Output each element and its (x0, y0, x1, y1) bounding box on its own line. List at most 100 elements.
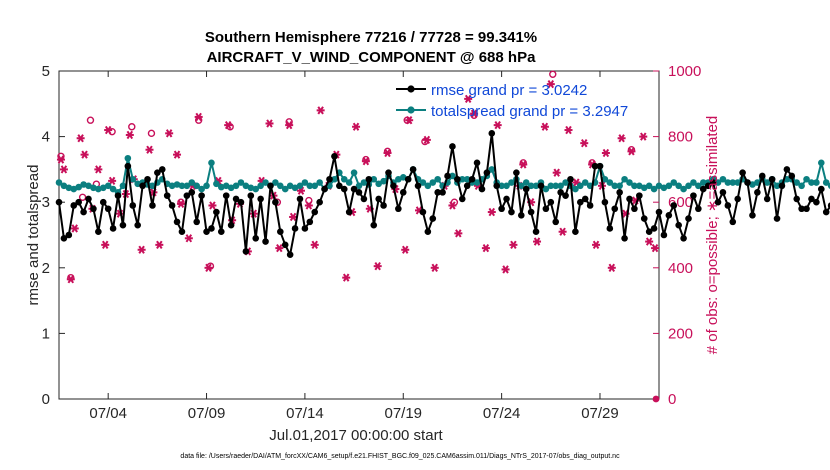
totalspread-point (542, 185, 550, 193)
rmse-point (645, 228, 653, 236)
y-axis-left-label: rmse and totalspread (25, 165, 42, 306)
rmse-point (758, 172, 766, 180)
obs-assimilated-marker (176, 199, 185, 208)
rmse-point (109, 225, 117, 232)
left-tick-label: 5 (42, 63, 50, 80)
left-tick-label: 0 (42, 391, 50, 408)
rmse-point (149, 202, 156, 209)
totalspread-point (685, 182, 692, 190)
totalspread-point (149, 182, 156, 190)
left-tick-label: 2 (42, 260, 50, 277)
totalspread-point (577, 182, 584, 190)
rmse-point (640, 215, 648, 222)
totalspread-point (473, 179, 481, 186)
rmse-point (208, 225, 215, 232)
totalspread-point (498, 182, 505, 190)
rmse-point (203, 228, 210, 236)
data-file-footer: data file: /Users/raeder/DAI/ATM_forcXX/… (180, 453, 620, 460)
obs-assimilated-marker (519, 160, 528, 169)
obs-assimilated-marker (101, 240, 110, 249)
rmse-point (793, 195, 801, 203)
rmse-point (454, 175, 461, 183)
obs-assimilated-marker (607, 263, 616, 272)
rmse-point (803, 205, 810, 213)
x-tick-label: 07/04 (89, 405, 127, 422)
rmse-point (631, 205, 638, 213)
rmse-point (375, 195, 382, 203)
rmse-point (331, 152, 338, 160)
rmse-point (704, 182, 712, 190)
rmse-point (749, 212, 756, 219)
legend-spread-marker (407, 106, 415, 114)
rmse-point (596, 162, 604, 170)
totalspread-point (793, 179, 801, 186)
rmse-point (163, 192, 171, 199)
obs-assimilated-marker (592, 240, 601, 249)
rmse-point (670, 202, 678, 209)
totalspread-point (355, 182, 363, 190)
totalspread-point (345, 179, 353, 186)
rmse-point (754, 189, 761, 196)
rmse-point (129, 202, 137, 209)
rmse-point (336, 182, 343, 190)
obs-assimilated-marker (104, 125, 113, 135)
rmse-point (252, 234, 260, 242)
totalspread-point (817, 159, 825, 167)
rmse-point (399, 189, 407, 196)
x-tick-label: 07/19 (384, 405, 422, 422)
totalspread-point (724, 179, 732, 186)
obs-possible-marker (549, 70, 557, 78)
rmse-point (709, 179, 717, 186)
rmse-point (154, 169, 161, 176)
rmse-point (478, 185, 486, 193)
totalspread-point (424, 182, 432, 190)
rmse-point (680, 234, 687, 242)
obs-assimilated-marker (509, 240, 518, 249)
rmse-point (419, 208, 427, 216)
obs-assimilated-marker (422, 135, 431, 145)
rmse-point (621, 234, 628, 242)
rmse-point (144, 175, 151, 183)
rmse-point (817, 185, 825, 193)
totalspread-point (301, 179, 309, 186)
rmse-point (60, 234, 68, 242)
totalspread-point (124, 154, 132, 162)
rmse-point (557, 189, 564, 196)
rmse-point (798, 205, 805, 213)
rmse-point (498, 205, 505, 213)
rmse-point (75, 198, 82, 206)
rmse-point (616, 189, 623, 196)
totalspread-point (714, 179, 722, 186)
totalspread-point (316, 179, 323, 186)
totalspread-point (572, 185, 579, 193)
totalspread-point (109, 185, 117, 193)
obs-assimilated-marker (94, 165, 103, 174)
obs-assimilated-marker (342, 273, 351, 282)
obs-assimilated-marker (558, 227, 567, 236)
obs-assimilated-marker (361, 157, 370, 166)
totalspread-point (670, 179, 678, 186)
totalspread-point (331, 175, 338, 183)
legend-rmse-label: rmse grand pr = 3.0242 (431, 82, 587, 99)
obs-possible-marker (128, 123, 136, 131)
rmse-point (788, 172, 796, 180)
totalspread-point (340, 175, 348, 183)
obs-assimilated-marker (204, 263, 213, 272)
rmse-point (586, 202, 594, 209)
totalspread-point (306, 182, 314, 190)
totalspread-point (208, 159, 215, 167)
rmse-point (724, 202, 732, 209)
totalspread-point (695, 182, 702, 190)
totalspread-point (763, 179, 771, 186)
rmse-point (473, 159, 481, 167)
rmse-point (306, 218, 314, 226)
obs-assimilated-marker (125, 130, 134, 140)
rmse-point (301, 225, 309, 232)
rmse-point (213, 208, 220, 216)
totalspread-point (798, 182, 805, 190)
obs-assimilated-marker (289, 212, 298, 222)
left-tick-label: 3 (42, 194, 50, 211)
rmse-point (232, 195, 240, 203)
rmse-point (439, 189, 446, 196)
obs-assimilated-marker (401, 245, 410, 254)
